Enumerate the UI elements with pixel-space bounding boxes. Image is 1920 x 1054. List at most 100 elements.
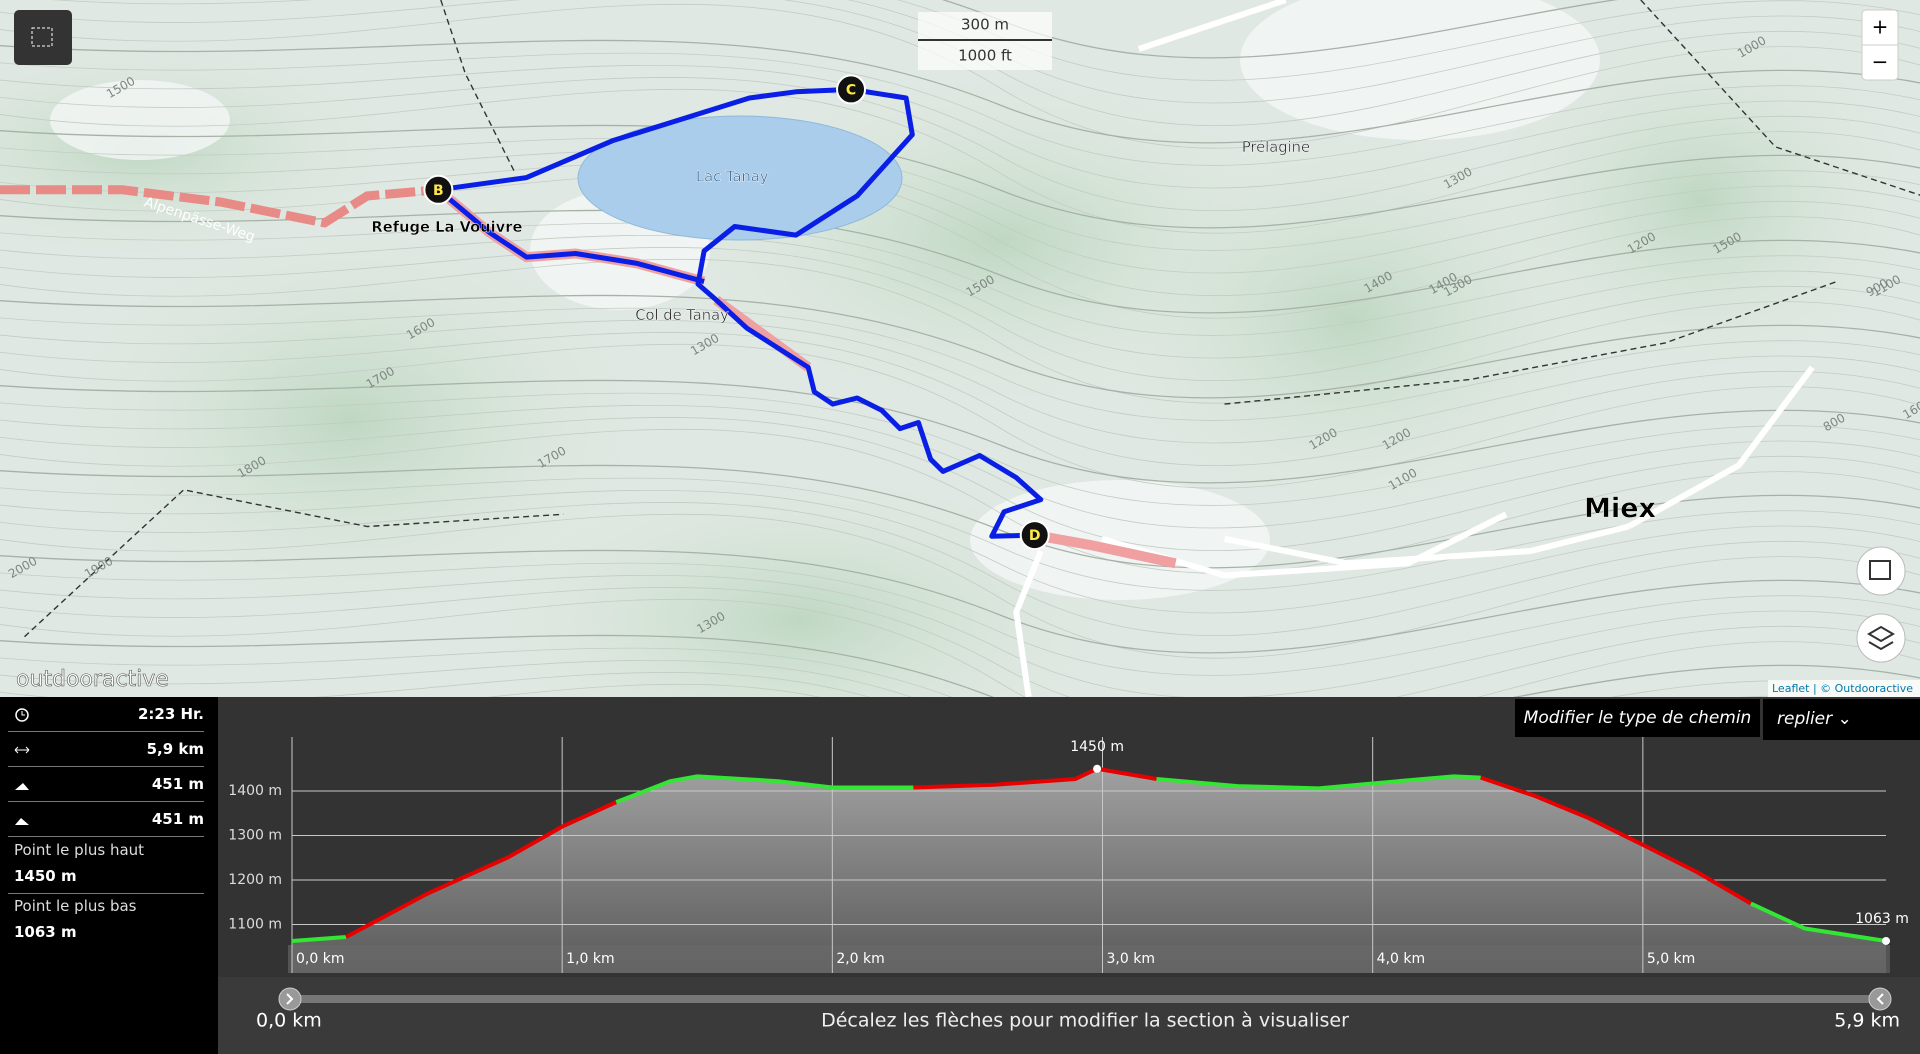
profile-panel: 1100 m 1200 m 1300 m 1400 m 0,0 km 1,0 km 2,0 …: [0, 697, 1920, 1054]
clock-icon: [15, 708, 29, 722]
contour-line: [0, 319, 1920, 444]
stat-distance: 5,9 km: [8, 732, 204, 767]
contour-line: [0, 222, 1920, 336]
separator: [8, 893, 204, 894]
map-tools-button[interactable]: [1856, 546, 1906, 596]
brand: outdooractive: [16, 667, 169, 692]
distance: 5,9 km: [146, 740, 204, 758]
contour-line: [0, 404, 1920, 529]
contour-line: [0, 549, 1920, 654]
waypoint-label: C: [846, 82, 856, 98]
path-type-button[interactable]: Modifier le type de chemin: [1515, 699, 1760, 737]
peak-label: 1450 m: [1070, 739, 1124, 755]
elevation-line: [1156, 774, 1481, 791]
scale-metric: 300 m: [961, 16, 1009, 34]
route-line: [436, 187, 705, 285]
stat-descent: 451 m: [8, 802, 204, 837]
slider-hint: Décalez les flèches pour modifier la sec…: [821, 1010, 1349, 1032]
descent: 451 m: [151, 810, 204, 828]
elevation-line: [345, 800, 618, 939]
contour-line: [0, 162, 1920, 297]
road: [1627, 365, 1815, 530]
contour-line: [0, 489, 1920, 614]
contour-line: [0, 137, 1920, 251]
contour-line: [0, 258, 1920, 404]
stats-sidebar: 2:23 Hr. 5,9 km 451 m 451 m Point le plu…: [0, 697, 218, 1054]
route-highlight: [1033, 530, 1177, 569]
slider-track: [290, 995, 1888, 1003]
contour-line: [0, 247, 1920, 382]
map: Lac Tanay Refuge La Vouivre Col de Tanay Pr…: [0, 0, 1920, 697]
contour-line: [0, 647, 1920, 697]
slider-handle[interactable]: [278, 987, 302, 1011]
contour-line: [0, 428, 1920, 574]
boundary-line: [1224, 280, 1837, 405]
zoom-out[interactable]: −: [1872, 50, 1889, 74]
contour-line: [0, 209, 1920, 314]
place-label: Refuge La Vouivre: [371, 219, 522, 236]
contour-line: [0, 562, 1920, 676]
terrain: [0, 0, 1920, 697]
contour-line: [0, 3, 1920, 149]
layers-icon: [1867, 625, 1895, 651]
ascent: 451 m: [151, 775, 204, 793]
contour-line: [0, 64, 1920, 189]
contour-line: [0, 379, 1920, 484]
contour-line: [0, 574, 1920, 697]
x-tick-label: 5,0 km: [1647, 951, 1695, 967]
ascent-icon: [15, 783, 29, 790]
collapse-button[interactable]: replier ⌄: [1763, 699, 1920, 740]
distance-icon: [14, 746, 30, 754]
stat-ascent: 451 m: [8, 767, 204, 802]
slider-handle[interactable]: [1868, 987, 1892, 1011]
contour-line: [0, 149, 1920, 274]
x-tick-label: 1,0 km: [566, 951, 614, 967]
trail-casing: [0, 185, 439, 228]
contour-line: [0, 88, 1920, 234]
contour-line: [0, 343, 1920, 489]
contour-line: [0, 332, 1920, 467]
x-axis-strip: [288, 945, 1890, 973]
hillshade: [480, 470, 1120, 697]
x-tick-label: 0,0 km: [296, 951, 344, 967]
elevation-line: [291, 934, 347, 943]
contour-line: [0, 672, 871, 697]
contour-line: [0, 392, 1920, 506]
hillshade: [50, 220, 650, 620]
contour-line: [0, 307, 1920, 421]
map-tools-icon: [1869, 560, 1891, 580]
zoom-in[interactable]: +: [1872, 15, 1889, 39]
waypoint-label: B: [433, 183, 444, 199]
contour-line: [0, 294, 1920, 399]
attribution[interactable]: Leaflet | © Outdooractive: [1772, 682, 1913, 695]
x-tick-label: 2,0 km: [836, 951, 884, 967]
contour-line: [0, 234, 1920, 359]
place-label: Col de Tanay: [635, 307, 729, 324]
elevation-line: [615, 774, 914, 804]
attribution-box: [1768, 680, 1920, 697]
x-tick-label: 3,0 km: [1107, 951, 1155, 967]
select-icon: [31, 27, 53, 47]
lowest-label: Point le plus bas: [14, 897, 137, 915]
waypoint-marker: [836, 74, 867, 105]
elevation-line: [913, 766, 1157, 790]
place-label: Prélagine: [1242, 139, 1310, 156]
collapse-label: replier: [1777, 709, 1833, 729]
stat-duration: 2:23 Hr.: [8, 697, 204, 732]
slider-arrow: [1876, 993, 1884, 1005]
contour-line: [0, 77, 1920, 212]
layers-button[interactable]: [1856, 613, 1906, 663]
contour-line: [0, 634, 1920, 697]
contour-line: [0, 598, 1920, 697]
road: [1223, 523, 1630, 567]
elevation-line: [1480, 775, 1752, 906]
contour-line: [0, 417, 1920, 552]
y-tick-label: 1300 m: [228, 828, 282, 844]
y-tick-label: 1400 m: [228, 783, 282, 799]
slider-start: 0,0 km: [256, 1010, 322, 1032]
hillshade: [1480, 20, 1920, 380]
duration: 2:23 Hr.: [137, 705, 204, 723]
contour-line: [0, 39, 1920, 144]
select-area-button[interactable]: [14, 10, 72, 65]
